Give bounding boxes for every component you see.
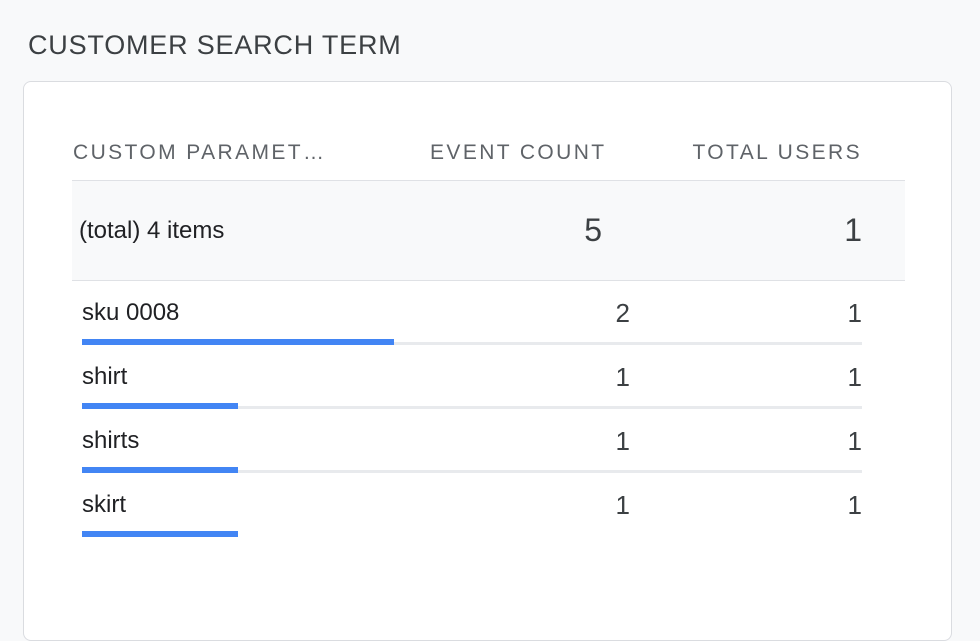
table-header-row: CUSTOM PARAMET… EVENT COUNT TOTAL USERS	[72, 82, 905, 180]
totals-row: (total) 4 items 5 1	[72, 180, 905, 281]
event-count-value: 1	[615, 489, 630, 520]
table-row[interactable]: shirt 1 1	[72, 345, 905, 409]
bar-track	[82, 470, 862, 473]
event-count-value: 1	[615, 425, 630, 456]
bar-area	[82, 467, 862, 473]
value-bar	[82, 403, 238, 409]
search-term-label[interactable]: skirt	[82, 491, 126, 518]
bar-area	[82, 403, 862, 409]
table-body: sku 0008 2 1 shirt 1 1 shirts 1	[72, 281, 905, 537]
bar-area	[82, 339, 862, 345]
totals-total-users-value: 1	[844, 212, 862, 248]
column-header-total-users: TOTAL USERS	[692, 141, 862, 164]
bar-track	[82, 342, 862, 345]
bar-area	[82, 531, 862, 537]
search-term-label[interactable]: shirts	[82, 427, 140, 454]
total-users-value: 1	[847, 425, 862, 456]
table-row[interactable]: shirts 1 1	[72, 409, 905, 473]
total-users-value: 1	[847, 297, 862, 328]
table-row[interactable]: sku 0008 2 1	[72, 281, 905, 345]
event-count-value: 2	[615, 297, 630, 328]
column-header-custom-parameter: CUSTOM PARAMET…	[73, 141, 327, 164]
customer-search-term-card: CUSTOM PARAMET… EVENT COUNT TOTAL USERS …	[23, 81, 952, 641]
bar-track	[82, 406, 862, 409]
search-term-table: CUSTOM PARAMET… EVENT COUNT TOTAL USERS …	[72, 82, 905, 537]
totals-label: (total) 4 items	[79, 216, 225, 244]
totals-event-count-value: 5	[584, 212, 602, 248]
total-users-value: 1	[847, 361, 862, 392]
table-row[interactable]: skirt 1 1	[72, 473, 905, 537]
event-count-value: 1	[615, 361, 630, 392]
value-bar	[82, 339, 394, 345]
column-header-event-count: EVENT COUNT	[430, 141, 607, 164]
value-bar	[82, 467, 238, 473]
search-term-label[interactable]: sku 0008	[82, 299, 180, 326]
total-users-value: 1	[847, 489, 862, 520]
card-title: CUSTOMER SEARCH TERM	[28, 30, 402, 60]
value-bar	[82, 531, 238, 537]
search-term-label[interactable]: shirt	[82, 363, 128, 390]
